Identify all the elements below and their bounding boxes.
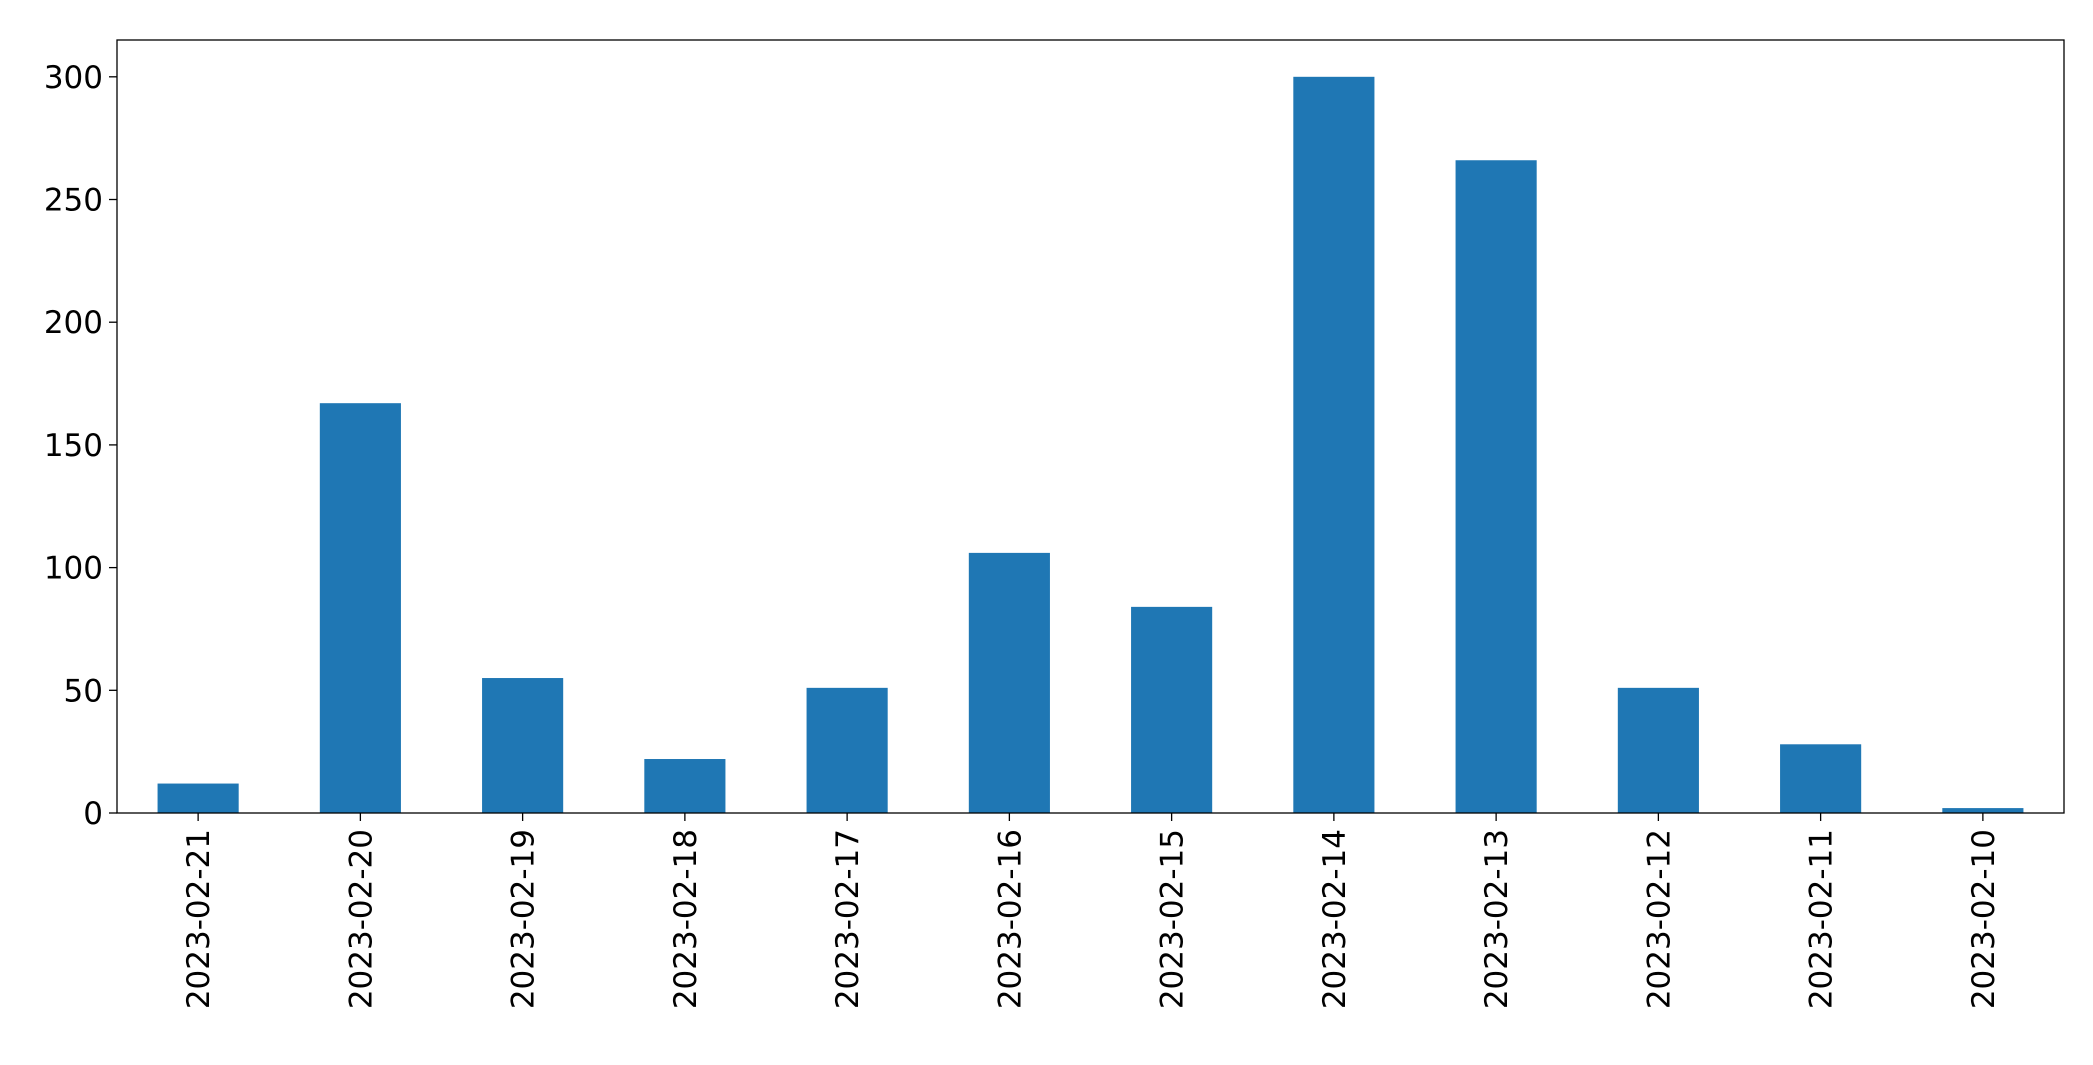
bar — [1617, 687, 1699, 813]
y-tick-label: 150 — [44, 428, 103, 464]
x-tick-label: 2023-02-13 — [1479, 829, 1515, 1009]
bar — [1780, 744, 1862, 813]
bar — [1942, 808, 2024, 813]
bar — [1131, 606, 1213, 813]
y-tick-label: 0 — [83, 796, 103, 832]
axes-frame — [116, 39, 2065, 814]
bar — [1293, 76, 1375, 814]
y-tick-label: 100 — [44, 551, 103, 587]
y-tick-label: 250 — [44, 183, 103, 219]
bar — [968, 552, 1050, 813]
x-tick-label: 2023-02-20 — [343, 829, 379, 1009]
x-tick-label: 2023-02-12 — [1641, 829, 1677, 1009]
x-tick-label: 2023-02-21 — [181, 829, 217, 1009]
y-tick-label: 50 — [64, 673, 103, 709]
y-tick-label: 200 — [44, 305, 103, 341]
x-tick-label: 2023-02-16 — [992, 829, 1028, 1009]
x-tick-label: 2023-02-11 — [1804, 829, 1840, 1009]
bar — [644, 759, 726, 813]
x-tick-label: 2023-02-18 — [668, 829, 704, 1009]
y-tick-label: 300 — [44, 60, 103, 96]
x-tick-label: 2023-02-10 — [1966, 829, 2002, 1009]
bar — [806, 687, 888, 813]
bar — [157, 783, 239, 813]
bar — [1455, 160, 1537, 813]
bar — [482, 678, 564, 813]
x-tick-label: 2023-02-14 — [1317, 829, 1353, 1009]
x-tick-label: 2023-02-15 — [1155, 829, 1191, 1009]
x-tick-label: 2023-02-19 — [506, 829, 542, 1009]
x-tick-label: 2023-02-17 — [830, 829, 866, 1009]
bar — [319, 403, 401, 813]
